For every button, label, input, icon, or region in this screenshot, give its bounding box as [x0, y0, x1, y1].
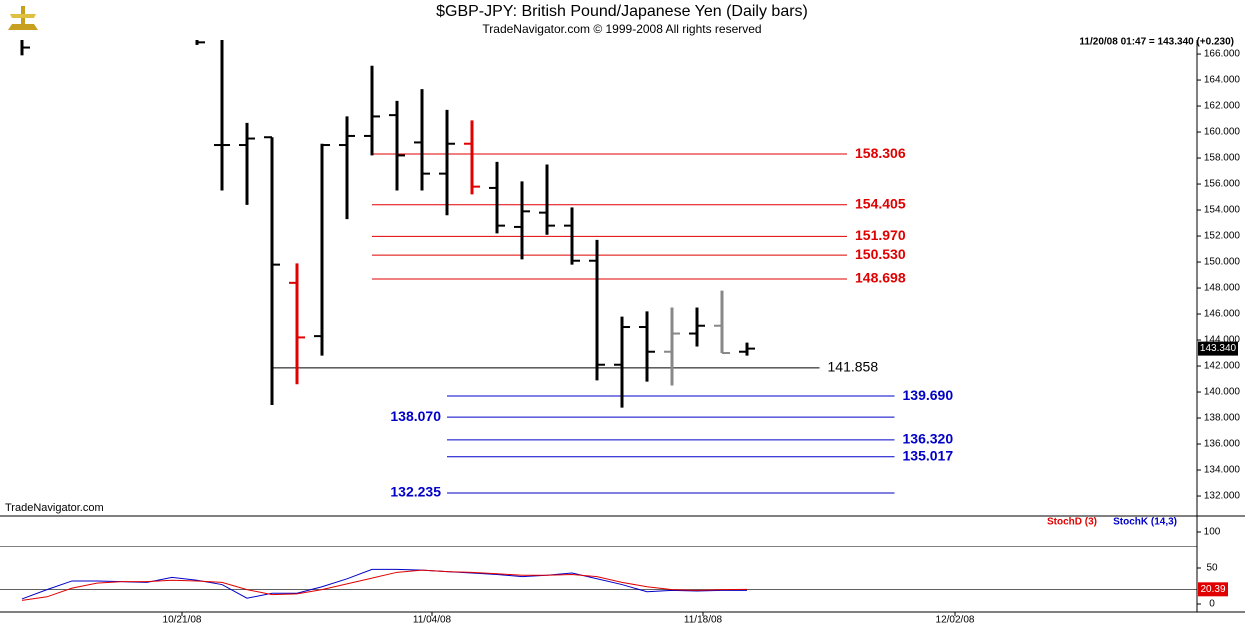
value-box	[1198, 582, 1228, 597]
chart-subtitle: TradeNavigator.com © 1999-2008 All right…	[482, 22, 761, 36]
y-tick-label: 160.000	[1204, 127, 1241, 138]
logo	[8, 6, 38, 30]
level-label: 148.698	[855, 270, 906, 286]
y-tick-label: 138.000	[1204, 413, 1241, 424]
y-tick-label: 144.000	[1204, 335, 1241, 346]
y-tick-label: 50	[1206, 563, 1218, 574]
level-label: 136.320	[903, 431, 954, 447]
series-line	[21, 568, 747, 600]
x-tick-label: 11/18/08	[684, 615, 723, 626]
y-tick-label: 100	[1204, 527, 1221, 538]
legend-label: StochK (14,3)	[1113, 517, 1177, 528]
chart-title: $GBP-JPY: British Pound/Japanese Yen (Da…	[436, 3, 808, 20]
quote: 11/20/08 01:47 = 143.340 (+0.230)	[1079, 37, 1234, 48]
level-label: 138.070	[390, 408, 441, 424]
y-tick-label: 158.000	[1204, 153, 1241, 164]
y-tick-label: 162.000	[1204, 101, 1241, 112]
x-tick-label: 12/02/08	[936, 615, 975, 626]
level-label: 135.017	[903, 448, 954, 464]
y-tick-label: 136.000	[1204, 439, 1241, 450]
level-label: 141.858	[828, 359, 879, 375]
y-tick-label: 154.000	[1204, 205, 1241, 216]
y-tick-label: 142.000	[1204, 361, 1241, 372]
level-label: 154.405	[855, 195, 906, 211]
y-tick-label: 146.000	[1204, 309, 1241, 320]
y-tick-label: 156.000	[1204, 179, 1241, 190]
series-line	[21, 569, 748, 601]
y-tick-label: 134.000	[1204, 465, 1241, 476]
level-label: 132.235	[390, 484, 441, 500]
price-box	[1198, 341, 1238, 356]
level-label: 151.970	[855, 227, 906, 243]
watermark: TradeNavigator.com	[5, 502, 104, 514]
y-tick-label: 150.000	[1204, 257, 1241, 268]
level-label: 150.530	[855, 246, 906, 262]
price-panel	[20, 40, 895, 494]
y-tick-label: 166.000	[1204, 49, 1241, 60]
level-label: 139.690	[903, 387, 954, 403]
y-tick-label: 132.000	[1204, 491, 1241, 502]
y-tick-label: 140.000	[1204, 387, 1241, 398]
level-label: 158.306	[855, 145, 906, 161]
y-tick-label: 164.000	[1204, 75, 1241, 86]
legend-label: StochD (3)	[1047, 517, 1097, 528]
price-box-label: 143.340	[1200, 343, 1237, 354]
value-box-label: 20.39	[1200, 584, 1225, 595]
x-tick-label: 11/04/08	[413, 615, 452, 626]
y-tick-label: 148.000	[1204, 283, 1241, 294]
y-tick-label: 152.000	[1204, 231, 1241, 242]
y-tick-label: 0	[1209, 599, 1215, 610]
x-tick-label: 10/21/08	[163, 615, 202, 626]
